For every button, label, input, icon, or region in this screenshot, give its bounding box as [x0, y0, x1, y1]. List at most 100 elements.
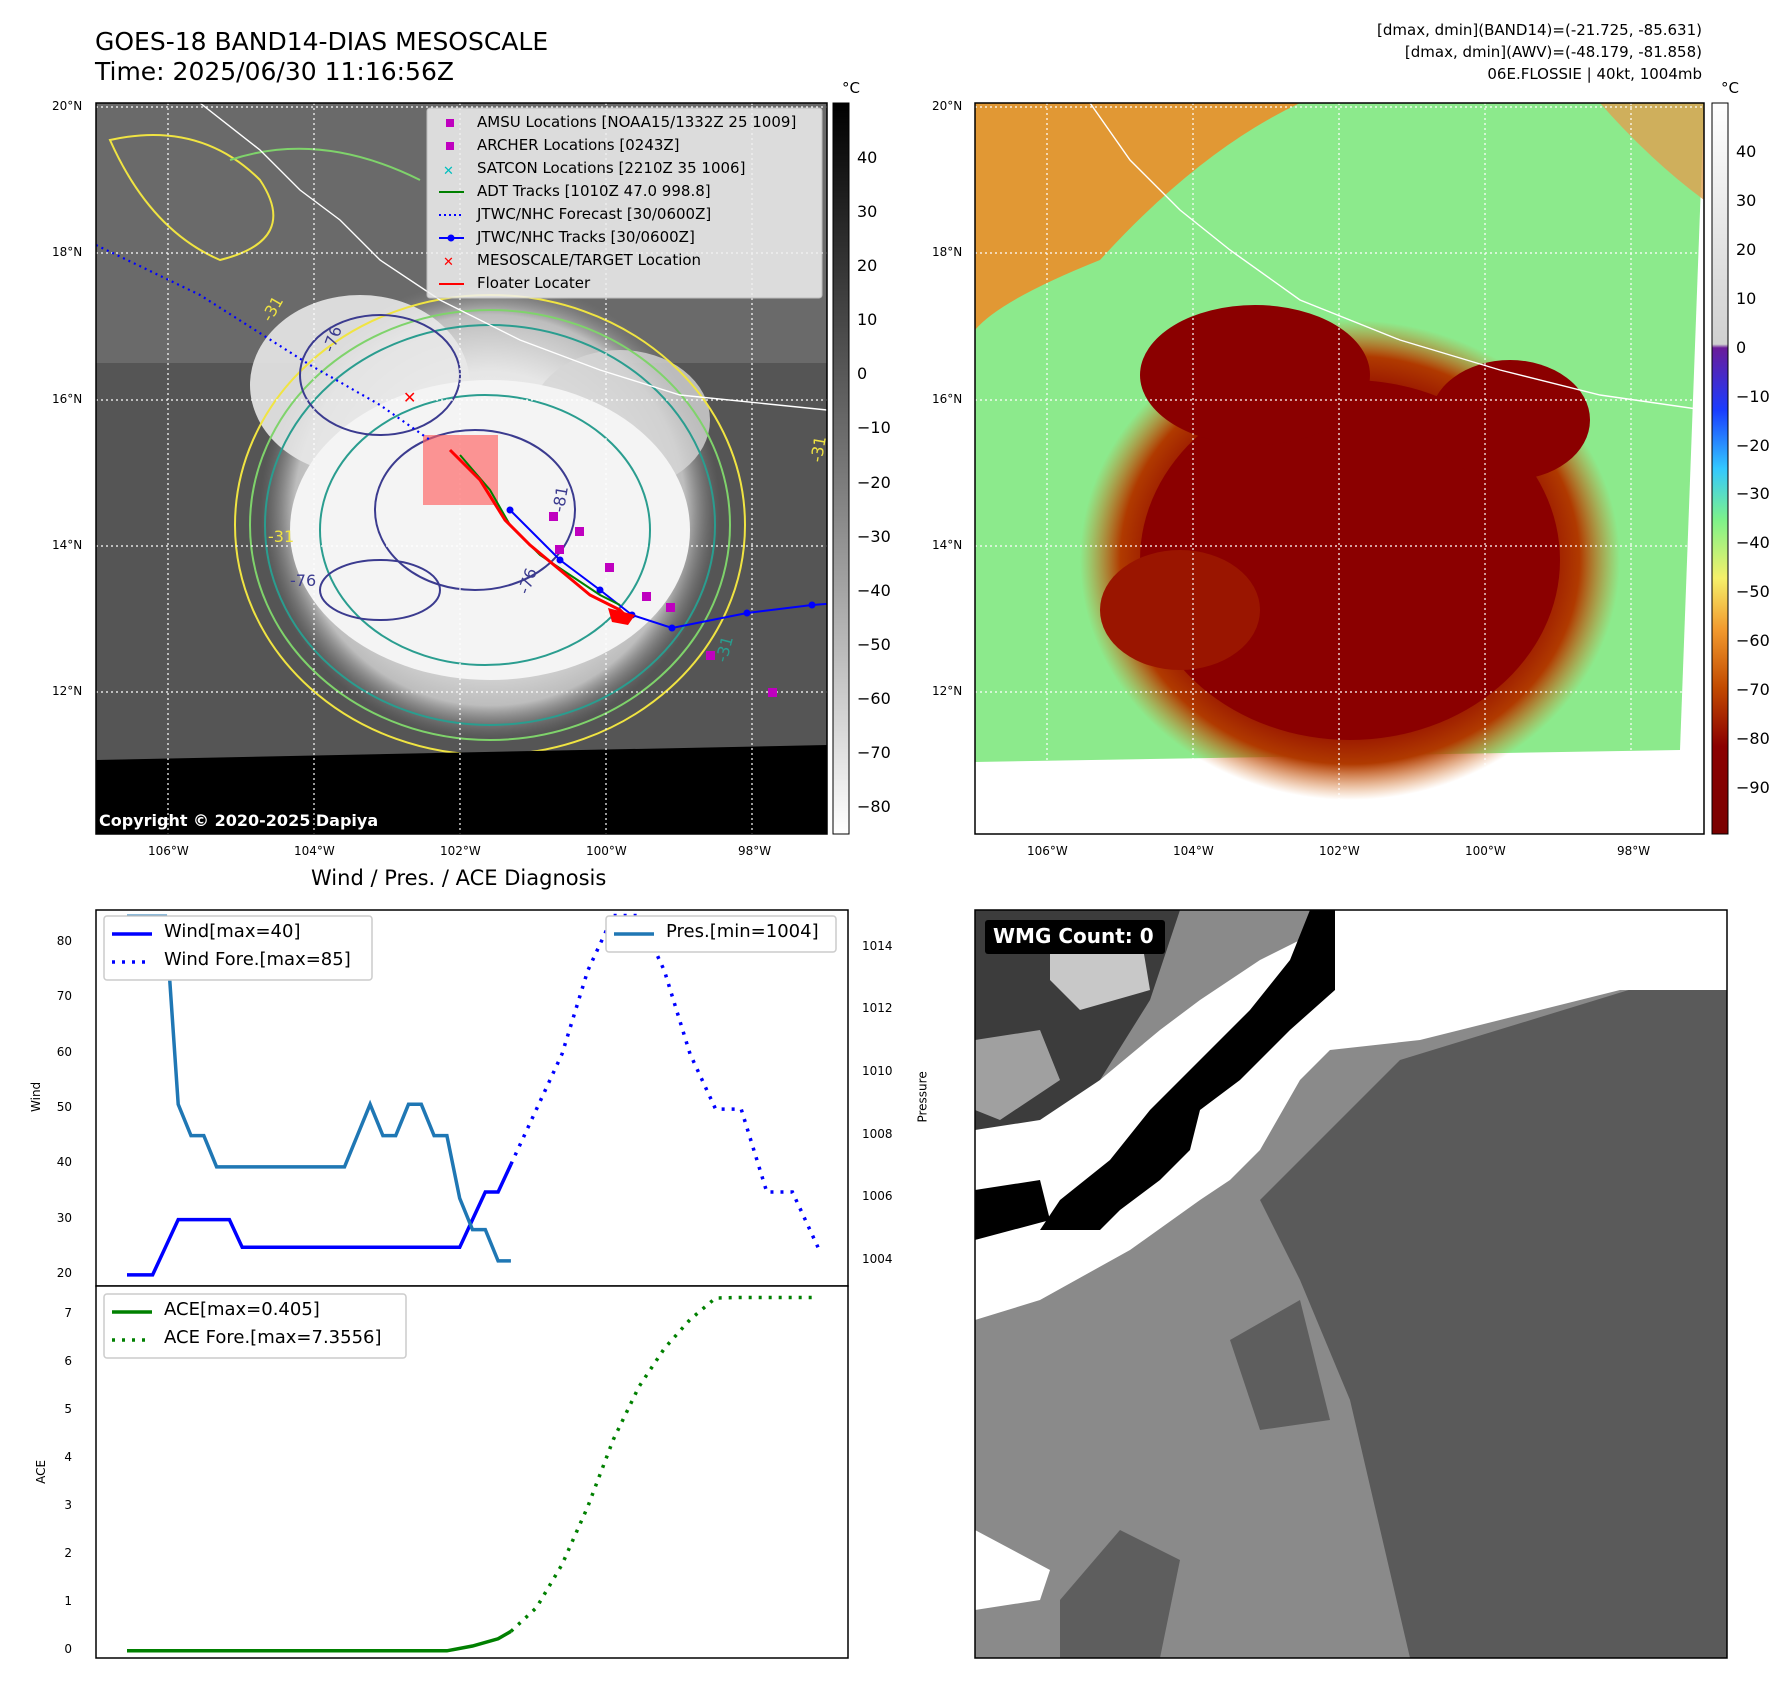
colorbar-unit: °C: [842, 79, 860, 97]
series-line: [127, 1163, 513, 1277]
lon-label: 104°W: [294, 844, 335, 858]
colorbar-tick: −40: [857, 580, 891, 600]
wind-tick: 80: [56, 934, 72, 949]
lon-label: 102°W: [1319, 844, 1360, 858]
series-line: [509, 913, 820, 1249]
figure-time: Time: 2025/06/30 11:16:56Z: [95, 57, 454, 86]
diagnosis-title: Wind / Pres. / ACE Diagnosis: [311, 866, 607, 890]
legend-ace-fore: ACE Fore.[max=7.3556]: [164, 1327, 382, 1348]
lon-label: 98°W: [738, 844, 772, 858]
lon-label: 102°W: [440, 844, 481, 858]
svg-text:✕: ✕: [443, 164, 454, 179]
contour-label: -76: [290, 571, 317, 590]
colorbar-tick: −50: [1736, 582, 1770, 602]
legend-satcon: SATCON Locations [2210Z 35 1006]: [477, 159, 746, 177]
ace-plot: [127, 1295, 818, 1653]
series-line: [127, 914, 511, 1263]
pressure-tick: 1008: [862, 1126, 893, 1141]
colorbar-tick: −30: [1736, 484, 1770, 504]
colorbar-tick: 20: [1736, 239, 1757, 259]
colorbar-tick: 40: [1736, 142, 1757, 161]
legend-wind: Wind[max=40]: [164, 921, 301, 942]
ace-tick: 0: [64, 1641, 72, 1656]
wmg-count: WMG Count: 0: [993, 924, 1154, 948]
legend-forecast: JTWC/NHC Forecast [30/0600Z]: [477, 205, 712, 223]
colorbar-tick: −60: [1736, 631, 1770, 651]
colorbar-tick: 0: [857, 364, 868, 384]
wind-tick: 40: [56, 1155, 72, 1170]
lon-label: 106°W: [148, 844, 189, 858]
colorbar-tick: −20: [857, 472, 891, 492]
ace-tick: 3: [64, 1497, 72, 1512]
lat-label: 14°N: [52, 538, 83, 552]
colorbar-tick: 40: [857, 148, 878, 167]
copyright-text: Copyright © 2020-2025 Dapiya: [99, 811, 379, 830]
lat-label: 18°N: [52, 245, 83, 259]
ace-tick: 1: [64, 1593, 72, 1608]
colorbar-tick: 10: [857, 310, 878, 330]
wind-axis-label: Wind: [29, 1081, 44, 1112]
map-legend-markers: ✕ ✕: [439, 119, 464, 285]
stats-awv: [dmax, dmin](AWV)=(-48.179, -81.858): [1404, 43, 1702, 61]
colorbar-tick: 10: [1736, 288, 1757, 308]
lon-label: 100°W: [1465, 844, 1506, 858]
wind-tick: 50: [56, 1100, 72, 1115]
colorbar-tick: −60: [857, 688, 891, 708]
colorbar-tick: −50: [857, 634, 891, 654]
colorbar-tick: −70: [1736, 680, 1770, 700]
wind-tick: 70: [56, 989, 72, 1004]
pressure-tick: 1010: [862, 1063, 893, 1078]
colorbar-tick: −30: [857, 526, 891, 546]
storm-info: 06E.FLOSSIE | 40kt, 1004mb: [1487, 65, 1702, 83]
colorbar-tick: −10: [857, 418, 891, 438]
legend-wind-fore: Wind Fore.[max=85]: [164, 949, 351, 970]
legend-floater: Floater Locater: [477, 274, 591, 292]
svg-text:✕: ✕: [403, 388, 416, 407]
pressure-tick: 1004: [862, 1251, 893, 1266]
pressure-tick: 1006: [862, 1189, 893, 1204]
pressure-tick: 1012: [862, 1001, 893, 1016]
legend-amsu: AMSU Locations [NOAA15/1332Z 25 1009]: [477, 113, 797, 131]
lat-label: 12°N: [52, 684, 83, 698]
colorbar-unit: °C: [1721, 79, 1739, 97]
lat-label: 12°N: [932, 684, 963, 698]
ace-tick: 5: [64, 1401, 72, 1416]
series-line: [127, 1629, 512, 1653]
colorbar-tick: 30: [857, 202, 878, 222]
colorbar-tick: −70: [857, 742, 891, 762]
legend-archer: ARCHER Locations [0243Z]: [477, 136, 680, 154]
legend-adt: ADT Tracks [1010Z 47.0 998.8]: [477, 182, 711, 200]
colorbar-tick: 30: [1736, 190, 1757, 210]
colorbar-tick: −80: [857, 797, 891, 816]
lat-label: 16°N: [932, 392, 963, 406]
ace-tick: 2: [64, 1545, 72, 1560]
lat-label: 14°N: [932, 538, 963, 552]
lat-label: 16°N: [52, 392, 83, 406]
lon-label: 106°W: [1027, 844, 1068, 858]
lon-label: 98°W: [1617, 844, 1651, 858]
stats-band14: [dmax, dmin](BAND14)=(-21.725, -85.631): [1377, 21, 1702, 39]
ace-tick: 4: [64, 1449, 72, 1464]
svg-text:✕: ✕: [443, 255, 454, 270]
colorbar-tick: −40: [1736, 533, 1770, 553]
colorbar-tick: −80: [1736, 729, 1770, 749]
lat-label: 20°N: [932, 99, 963, 113]
wind-pres-plot: [127, 913, 820, 1277]
colorbar-tick: 0: [1736, 337, 1747, 357]
wind-tick: 20: [56, 1265, 72, 1280]
colorbar-tick: −20: [1736, 435, 1770, 455]
colorbar-tick: −90: [1736, 778, 1770, 797]
colorbar-tick: −10: [1736, 386, 1770, 406]
ace-tick: 7: [64, 1305, 72, 1320]
legend-target: MESOSCALE/TARGET Location: [477, 251, 702, 269]
legend-pres: Pres.[min=1004]: [666, 921, 819, 942]
contour-label: -31: [268, 527, 295, 546]
lat-label: 18°N: [932, 245, 963, 259]
colorbar-tick: 20: [857, 256, 878, 276]
lon-label: 100°W: [586, 844, 627, 858]
figure-title: GOES-18 BAND14-DIAS MESOSCALE: [95, 27, 549, 56]
lon-label: 104°W: [1173, 844, 1214, 858]
legend-tracks: JTWC/NHC Tracks [30/0600Z]: [477, 228, 695, 246]
ace-axis-label: ACE: [34, 1459, 49, 1484]
